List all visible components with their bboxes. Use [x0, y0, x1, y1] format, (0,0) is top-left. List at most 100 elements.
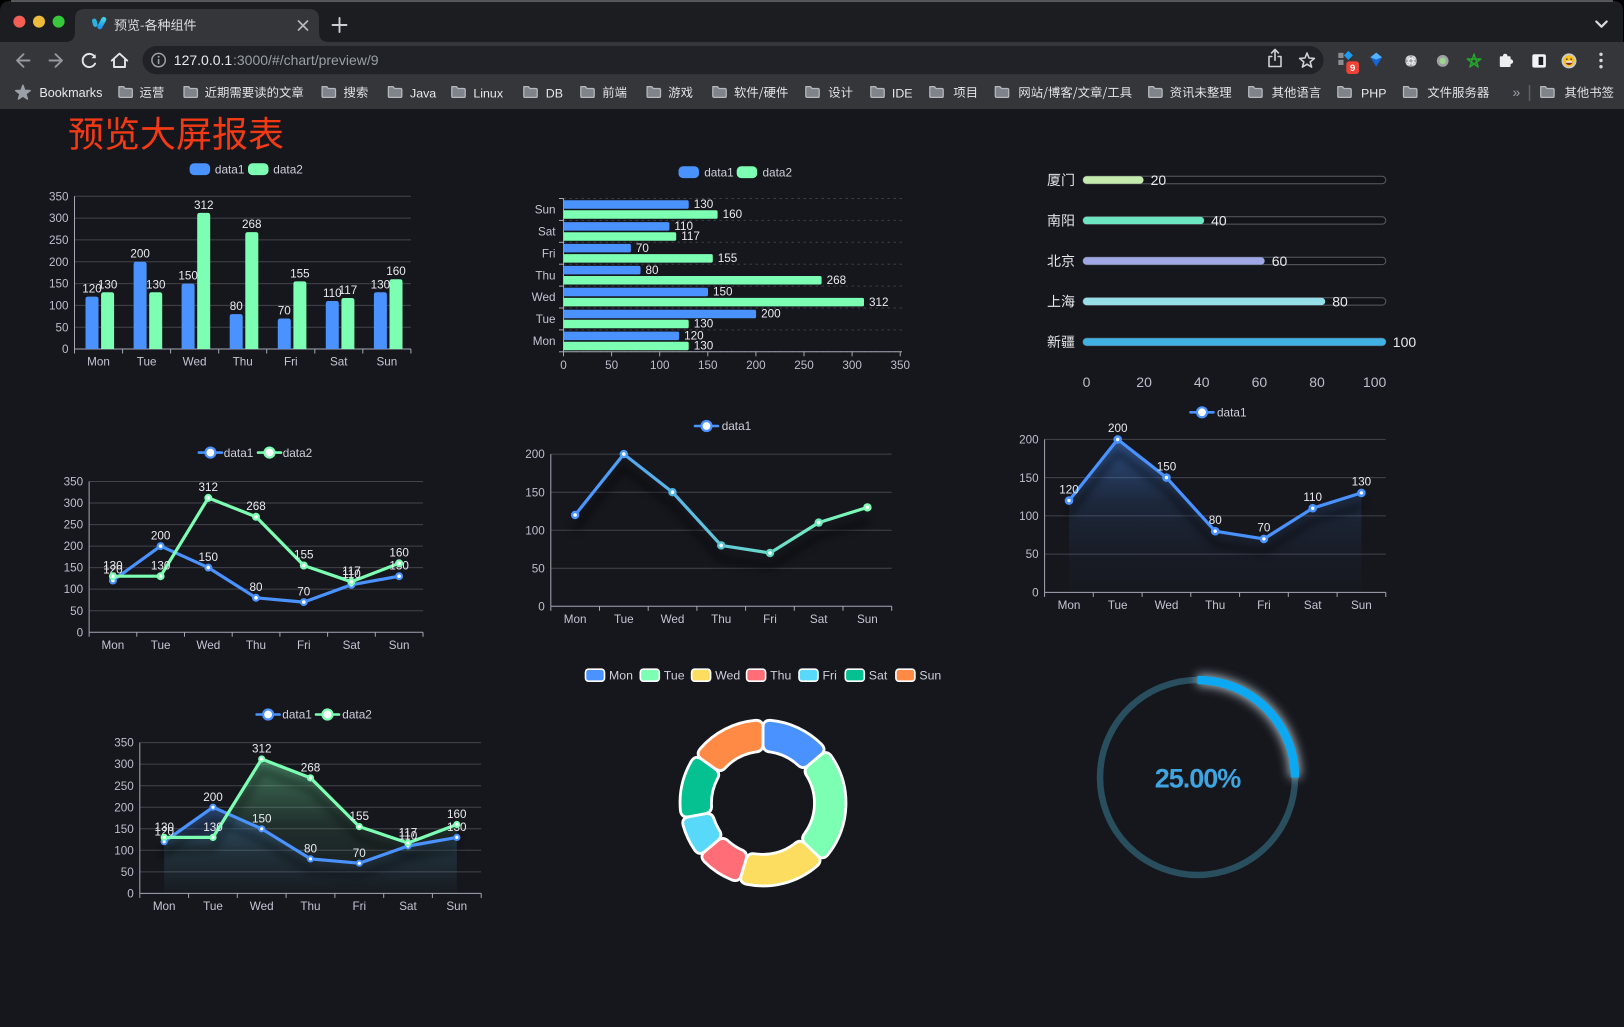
svg-text:100: 100	[1393, 334, 1417, 350]
svg-text:250: 250	[49, 234, 69, 247]
svg-text:Thu: Thu	[711, 613, 731, 626]
svg-text:100: 100	[49, 300, 69, 313]
svg-text:data1: data1	[722, 419, 752, 433]
svg-text:50: 50	[55, 321, 69, 334]
svg-text:268: 268	[242, 218, 262, 231]
svg-text:Bookmarks: Bookmarks	[39, 86, 102, 100]
svg-text:70: 70	[636, 242, 650, 255]
svg-text:data2: data2	[342, 708, 372, 722]
svg-text:Wed: Wed	[661, 613, 685, 626]
svg-text:130: 130	[98, 278, 118, 291]
svg-text:300: 300	[64, 497, 84, 510]
svg-text:60: 60	[1272, 253, 1288, 269]
svg-text:200: 200	[203, 791, 223, 804]
svg-text:Fri: Fri	[1257, 599, 1271, 612]
svg-text:100: 100	[1363, 374, 1387, 390]
svg-text:117: 117	[681, 230, 700, 243]
svg-text:data2: data2	[273, 162, 303, 176]
svg-text:Sun: Sun	[1351, 599, 1372, 612]
svg-text:Fri: Fri	[284, 355, 298, 368]
svg-text:150: 150	[114, 823, 134, 836]
svg-text:50: 50	[70, 605, 84, 618]
svg-text:150: 150	[199, 551, 219, 564]
svg-text:25.00%: 25.00%	[1155, 763, 1242, 793]
svg-text:130: 130	[151, 559, 171, 572]
svg-text:150: 150	[1019, 472, 1039, 485]
svg-text:Thu: Thu	[1205, 599, 1225, 612]
svg-text:IDE: IDE	[892, 86, 913, 100]
svg-text:155: 155	[290, 267, 310, 280]
svg-text:data2: data2	[763, 165, 793, 179]
svg-text:20: 20	[1136, 374, 1152, 390]
svg-text:50: 50	[532, 562, 546, 575]
svg-text:350: 350	[64, 476, 84, 489]
svg-text:Sat: Sat	[343, 639, 361, 652]
svg-text:130: 130	[694, 198, 714, 211]
svg-text:Wed: Wed	[250, 900, 274, 913]
svg-text:9: 9	[1350, 63, 1355, 74]
svg-text:130: 130	[154, 821, 174, 834]
svg-text:300: 300	[842, 359, 862, 372]
svg-text:data2: data2	[283, 446, 313, 460]
svg-text:100: 100	[650, 359, 670, 372]
svg-text:200: 200	[1019, 434, 1039, 447]
svg-text:160: 160	[723, 208, 743, 221]
svg-text:250: 250	[64, 519, 84, 532]
svg-text:Sat: Sat	[538, 226, 556, 239]
svg-text:Tue: Tue	[536, 313, 556, 326]
svg-text:312: 312	[194, 199, 214, 212]
svg-text:data1: data1	[704, 165, 734, 179]
svg-text:70: 70	[1257, 522, 1271, 535]
svg-text:100: 100	[525, 524, 545, 537]
svg-text:Wed: Wed	[196, 639, 220, 652]
svg-text:200: 200	[761, 308, 781, 321]
svg-text:Sat: Sat	[810, 613, 828, 626]
svg-text:160: 160	[389, 547, 409, 560]
svg-text:40: 40	[1194, 374, 1210, 390]
svg-text:Mon: Mon	[609, 669, 633, 683]
svg-text:312: 312	[252, 743, 272, 756]
svg-text:Wed: Wed	[183, 355, 207, 368]
svg-text:117: 117	[339, 284, 358, 297]
svg-text:120: 120	[103, 564, 123, 577]
svg-text:155: 155	[718, 252, 738, 265]
svg-text:130: 130	[694, 318, 714, 331]
svg-text:130: 130	[694, 340, 714, 353]
svg-text:0: 0	[77, 626, 84, 639]
svg-text:268: 268	[827, 274, 847, 287]
svg-text:Thu: Thu	[300, 900, 320, 913]
svg-text:Sat: Sat	[1304, 599, 1322, 612]
svg-text:DB: DB	[546, 86, 563, 100]
svg-text:312: 312	[199, 481, 219, 494]
svg-text:Tue: Tue	[664, 669, 685, 683]
svg-text:155: 155	[350, 810, 370, 823]
svg-text:Thu: Thu	[535, 269, 555, 282]
svg-text:Mon: Mon	[102, 639, 125, 652]
svg-text:200: 200	[151, 529, 171, 542]
svg-text:data1: data1	[224, 446, 254, 460]
svg-text:160: 160	[447, 808, 467, 821]
svg-text:Tue: Tue	[151, 639, 171, 652]
svg-text:150: 150	[1157, 460, 1177, 473]
svg-text:Mon: Mon	[564, 613, 587, 626]
svg-text:200: 200	[114, 801, 134, 814]
svg-text:Linux: Linux	[473, 86, 503, 100]
svg-text:70: 70	[297, 585, 311, 598]
svg-text:Sun: Sun	[857, 613, 878, 626]
svg-text:150: 150	[698, 359, 718, 372]
svg-text:Thu: Thu	[246, 639, 266, 652]
svg-text:Fri: Fri	[823, 669, 837, 683]
svg-text:110: 110	[399, 830, 418, 843]
svg-text:155: 155	[294, 549, 314, 562]
svg-text:0: 0	[560, 359, 567, 372]
svg-text:Fri: Fri	[763, 613, 777, 626]
svg-text:100: 100	[114, 844, 134, 857]
svg-text:200: 200	[130, 248, 150, 261]
svg-text:0: 0	[538, 600, 545, 613]
svg-text:150: 150	[178, 270, 198, 283]
svg-text:Wed: Wed	[532, 291, 556, 304]
svg-text:200: 200	[525, 448, 545, 461]
svg-text:Mon: Mon	[533, 335, 556, 348]
svg-text:130: 130	[203, 821, 223, 834]
svg-text:110: 110	[674, 220, 693, 233]
